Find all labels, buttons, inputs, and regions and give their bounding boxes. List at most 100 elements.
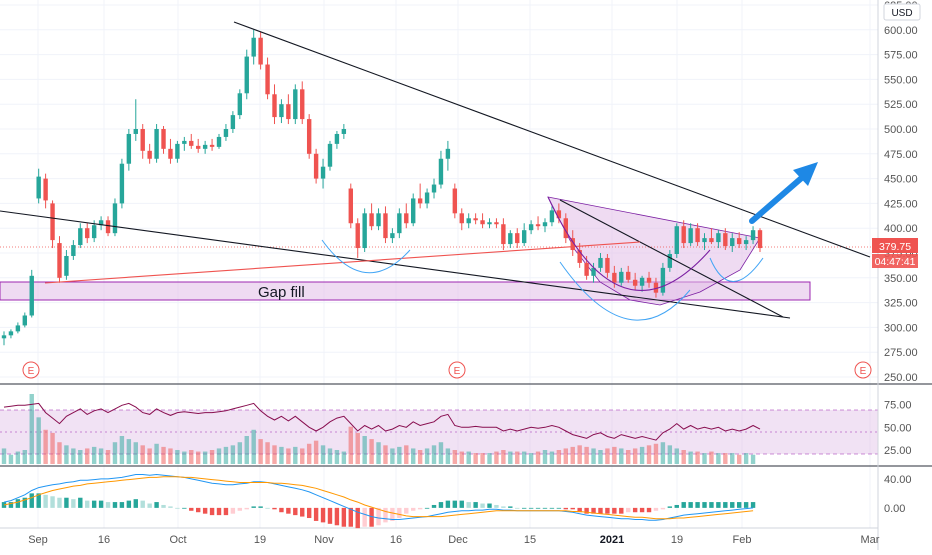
candle[interactable]	[147, 143, 152, 164]
candle[interactable]	[487, 218, 492, 229]
candle[interactable]	[466, 213, 471, 229]
candle[interactable]	[105, 216, 111, 237]
candle[interactable]	[702, 233, 707, 251]
candle[interactable]	[528, 220, 534, 235]
breakout-arrow[interactable]	[749, 162, 818, 224]
candle[interactable]	[327, 140, 333, 171]
candle[interactable]	[411, 193, 416, 227]
candle[interactable]	[216, 133, 222, 149]
candle[interactable]	[251, 29, 256, 65]
candle[interactable]	[549, 206, 555, 227]
candle[interactable]	[397, 208, 402, 239]
candle[interactable]	[716, 230, 721, 249]
candle[interactable]	[133, 99, 138, 141]
candle[interactable]	[431, 178, 437, 199]
candle[interactable]	[98, 216, 104, 231]
candle[interactable]	[695, 223, 700, 247]
candle[interactable]	[605, 253, 610, 278]
candle[interactable]	[196, 138, 201, 153]
candle[interactable]	[424, 188, 430, 209]
candle[interactable]	[161, 126, 166, 154]
candle[interactable]	[300, 81, 305, 125]
candle[interactable]	[119, 158, 125, 209]
candle[interactable]	[286, 94, 291, 125]
signal-line[interactable]	[3, 476, 754, 520]
cup-curve-1[interactable]	[321, 239, 411, 274]
candle[interactable]	[64, 250, 69, 280]
candle[interactable]	[515, 228, 520, 249]
candle[interactable]	[293, 84, 298, 125]
candle[interactable]	[494, 218, 499, 229]
rsi-axis[interactable]: 75.00 50.00 25.00	[884, 399, 912, 457]
candle[interactable]	[369, 203, 374, 231]
candle[interactable]	[591, 262, 596, 283]
candle[interactable]	[598, 253, 603, 272]
candle[interactable]	[341, 124, 347, 139]
candle[interactable]	[730, 233, 735, 253]
earnings-marker-2[interactable]: E	[448, 361, 466, 379]
candle[interactable]	[570, 230, 575, 256]
candle[interactable]	[681, 220, 686, 249]
candle[interactable]	[723, 228, 728, 251]
candle[interactable]	[189, 133, 194, 149]
candle[interactable]	[750, 226, 756, 245]
candle[interactable]	[556, 203, 562, 224]
candle[interactable]	[757, 228, 763, 253]
candle[interactable]	[57, 236, 62, 283]
candle[interactable]	[22, 312, 28, 328]
candle[interactable]	[480, 213, 485, 229]
candle[interactable]	[688, 223, 693, 247]
candle[interactable]	[348, 183, 353, 229]
price-axis[interactable]: 625.00600.00575.00550.00525.00500.00475.…	[884, 0, 918, 384]
candle[interactable]	[140, 124, 145, 159]
candle[interactable]	[743, 236, 749, 251]
candle[interactable]	[36, 168, 41, 204]
candle[interactable]	[78, 223, 83, 249]
candle[interactable]	[632, 272, 638, 290]
earnings-marker-3[interactable]: E	[854, 361, 872, 379]
candle[interactable]	[237, 89, 243, 120]
candle[interactable]	[43, 173, 48, 209]
candle[interactable]	[674, 223, 679, 258]
candle[interactable]	[577, 243, 582, 268]
candle[interactable]	[265, 57, 270, 100]
cup-curve-4[interactable]	[709, 257, 764, 282]
candle[interactable]	[452, 183, 458, 219]
candle[interactable]	[459, 208, 464, 231]
candle[interactable]	[709, 228, 714, 245]
candle[interactable]	[126, 129, 132, 171]
candle[interactable]	[736, 232, 742, 249]
candle[interactable]	[355, 218, 360, 258]
candle[interactable]	[417, 183, 423, 209]
candle[interactable]	[508, 230, 513, 249]
cup-curve-3[interactable]	[547, 196, 711, 291]
channel-lower-line[interactable]	[559, 199, 784, 318]
candle[interactable]	[223, 124, 229, 141]
time-axis[interactable]: Sep 16 Oct 19 Nov 16 Dec 15 2021 19 Feb Mar	[28, 534, 880, 546]
candle[interactable]	[362, 208, 367, 253]
candle[interactable]	[646, 271, 652, 288]
candle[interactable]	[258, 31, 263, 70]
candle[interactable]	[154, 124, 159, 163]
cup-curve-2[interactable]	[559, 261, 691, 321]
candle[interactable]	[612, 265, 617, 288]
candle[interactable]	[376, 208, 381, 231]
candle[interactable]	[112, 198, 118, 237]
macd-line[interactable]	[3, 473, 754, 521]
candle[interactable]	[667, 250, 673, 272]
candle[interactable]	[71, 240, 76, 260]
candle[interactable]	[383, 206, 388, 244]
macd-axis[interactable]: 40.00 0.00	[884, 474, 912, 515]
candle[interactable]	[473, 213, 478, 225]
candle[interactable]	[542, 218, 548, 233]
candle[interactable]	[390, 228, 395, 244]
candle[interactable]	[334, 130, 340, 149]
candle[interactable]	[445, 140, 451, 171]
candle[interactable]	[521, 223, 527, 247]
candle[interactable]	[626, 265, 631, 283]
candle[interactable]	[175, 140, 180, 163]
candle[interactable]	[202, 140, 208, 154]
candle[interactable]	[438, 150, 444, 189]
candle[interactable]	[1, 331, 7, 346]
